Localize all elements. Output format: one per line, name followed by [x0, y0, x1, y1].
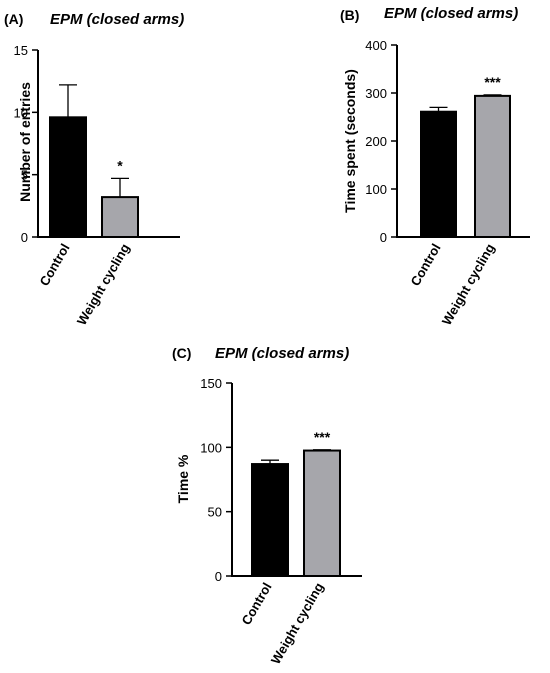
bar-weight-cycling	[303, 449, 341, 577]
bar-control	[251, 463, 289, 577]
y-ticks: 0 50 100 150	[200, 376, 232, 584]
x-tick-label: Weight cycling	[268, 580, 327, 667]
x-tick-label: Weight cycling	[439, 241, 498, 328]
bars: ***	[251, 429, 341, 577]
x-tick-label: Weight cycling	[74, 241, 133, 328]
bars: ***	[420, 74, 511, 238]
bar-weight-cycling	[474, 94, 511, 238]
y-tick-label: 200	[365, 134, 387, 149]
y-tick-label: 100	[200, 440, 222, 455]
bars: *	[49, 84, 139, 239]
y-axis-label: Number of entries	[17, 82, 33, 202]
y-tick-label: 50	[208, 505, 222, 520]
panel-b: (B) EPM (closed arms) Time spent (second…	[340, 5, 530, 328]
panel-label: (B)	[340, 7, 359, 23]
y-tick-label: 150	[200, 376, 222, 391]
bar-control	[420, 110, 457, 238]
panel-a: (A) EPM (closed arms) Number of entries …	[4, 11, 184, 328]
chart-title: EPM (closed arms)	[215, 345, 349, 362]
y-tick-label: 400	[365, 38, 387, 53]
y-tick-label: 5	[21, 168, 28, 183]
y-tick-label: 0	[215, 569, 222, 584]
x-tick-label: Control	[238, 580, 274, 628]
x-tick-label: Control	[36, 241, 72, 289]
y-tick-label: 15	[14, 43, 28, 58]
y-tick-label: 10	[14, 105, 28, 120]
y-tick-label: 0	[380, 230, 387, 245]
significance-mark: *	[117, 157, 123, 173]
significance-mark: ***	[484, 74, 501, 90]
bar-weight-cycling	[101, 196, 139, 239]
bar-control	[49, 116, 87, 238]
x-tick-label: Control	[407, 241, 443, 289]
y-ticks: 0 100 200 300 400	[365, 38, 397, 245]
panel-label: (A)	[4, 11, 23, 27]
panel-c: (C) EPM (closed arms) Time % 0 50 100 150 *…	[172, 345, 362, 667]
y-tick-label: 100	[365, 182, 387, 197]
panel-label: (C)	[172, 345, 191, 361]
y-tick-label: 0	[21, 230, 28, 245]
significance-mark: ***	[314, 429, 331, 445]
chart-title: EPM (closed arms)	[384, 5, 518, 22]
y-axis-label: Time spent (seconds)	[342, 69, 358, 213]
chart-title: EPM (closed arms)	[50, 11, 184, 28]
y-ticks: 0 5 10 15	[14, 43, 38, 245]
y-tick-label: 300	[365, 86, 387, 101]
y-axis-label: Time %	[175, 454, 191, 503]
